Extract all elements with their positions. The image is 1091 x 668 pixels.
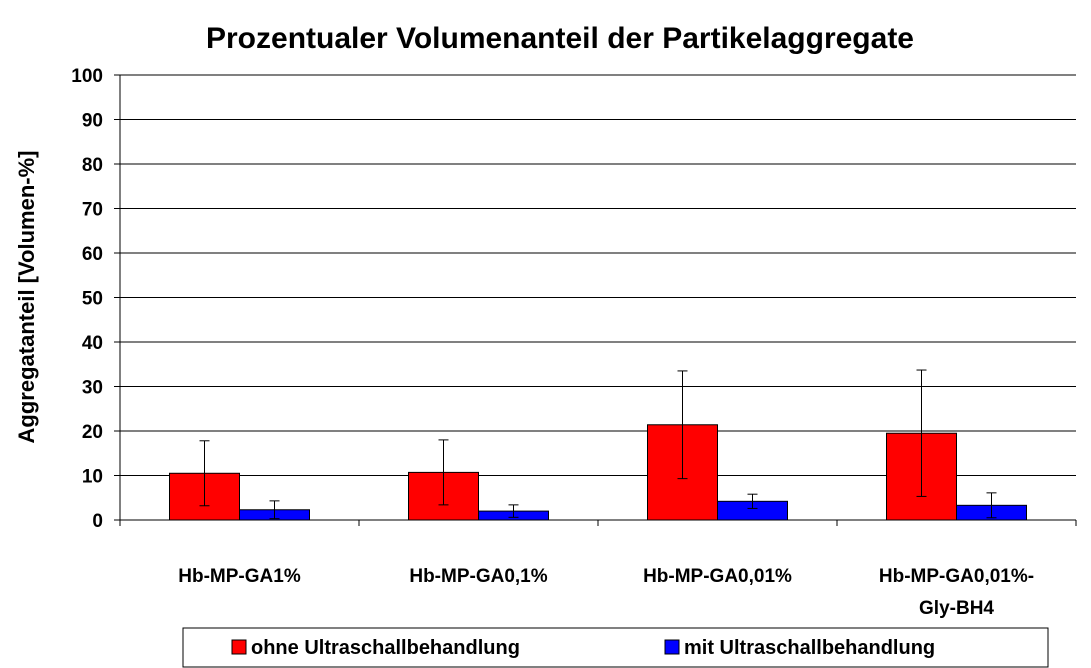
x-tick-label-line: Gly-BH4 (919, 598, 994, 619)
y-tick-label: 10 (82, 467, 103, 488)
legend-swatch (664, 639, 680, 655)
chart-title: Prozentualer Volumenanteil der Partikela… (206, 22, 914, 55)
error-bar (677, 370, 688, 480)
y-tick-label: 30 (82, 378, 103, 399)
y-tick-label: 80 (82, 155, 103, 176)
legend-label: mit Ultraschallbehandlung (684, 637, 935, 659)
x-tick-label: Hb-MP-GA0,01%- Gly-BH4 (879, 566, 1034, 619)
y-tick-label: 50 (82, 289, 103, 310)
error-bar (269, 500, 280, 520)
y-axis-title: Aggregatanteil [Volumen-%] (14, 151, 39, 444)
error-bar (986, 492, 997, 519)
x-tick-label: Hb-MP-GA0,1% (409, 566, 547, 587)
legend-swatch (231, 639, 247, 655)
x-tick-label: Hb-MP-GA1% (178, 566, 301, 587)
y-tick-label: 60 (82, 244, 103, 265)
error-bar (199, 440, 210, 507)
error-bar (747, 493, 758, 509)
error-bar (508, 504, 519, 518)
y-tick-label: 20 (82, 422, 103, 443)
legend-box (182, 627, 1049, 668)
y-tick-label: 0 (92, 511, 103, 532)
y-tick-label: 90 (82, 111, 103, 132)
y-tick-label: 100 (71, 66, 103, 87)
error-bar (438, 439, 449, 506)
y-tick-label: 70 (82, 200, 103, 221)
legend-label: ohne Ultraschallbehandlung (251, 637, 520, 659)
y-tick-label: 40 (82, 333, 103, 354)
x-tick-label-line: Hb-MP-GA0,01%- (879, 566, 1034, 587)
error-bar (916, 369, 927, 497)
x-tick-label: Hb-MP-GA0,01% (643, 566, 792, 587)
